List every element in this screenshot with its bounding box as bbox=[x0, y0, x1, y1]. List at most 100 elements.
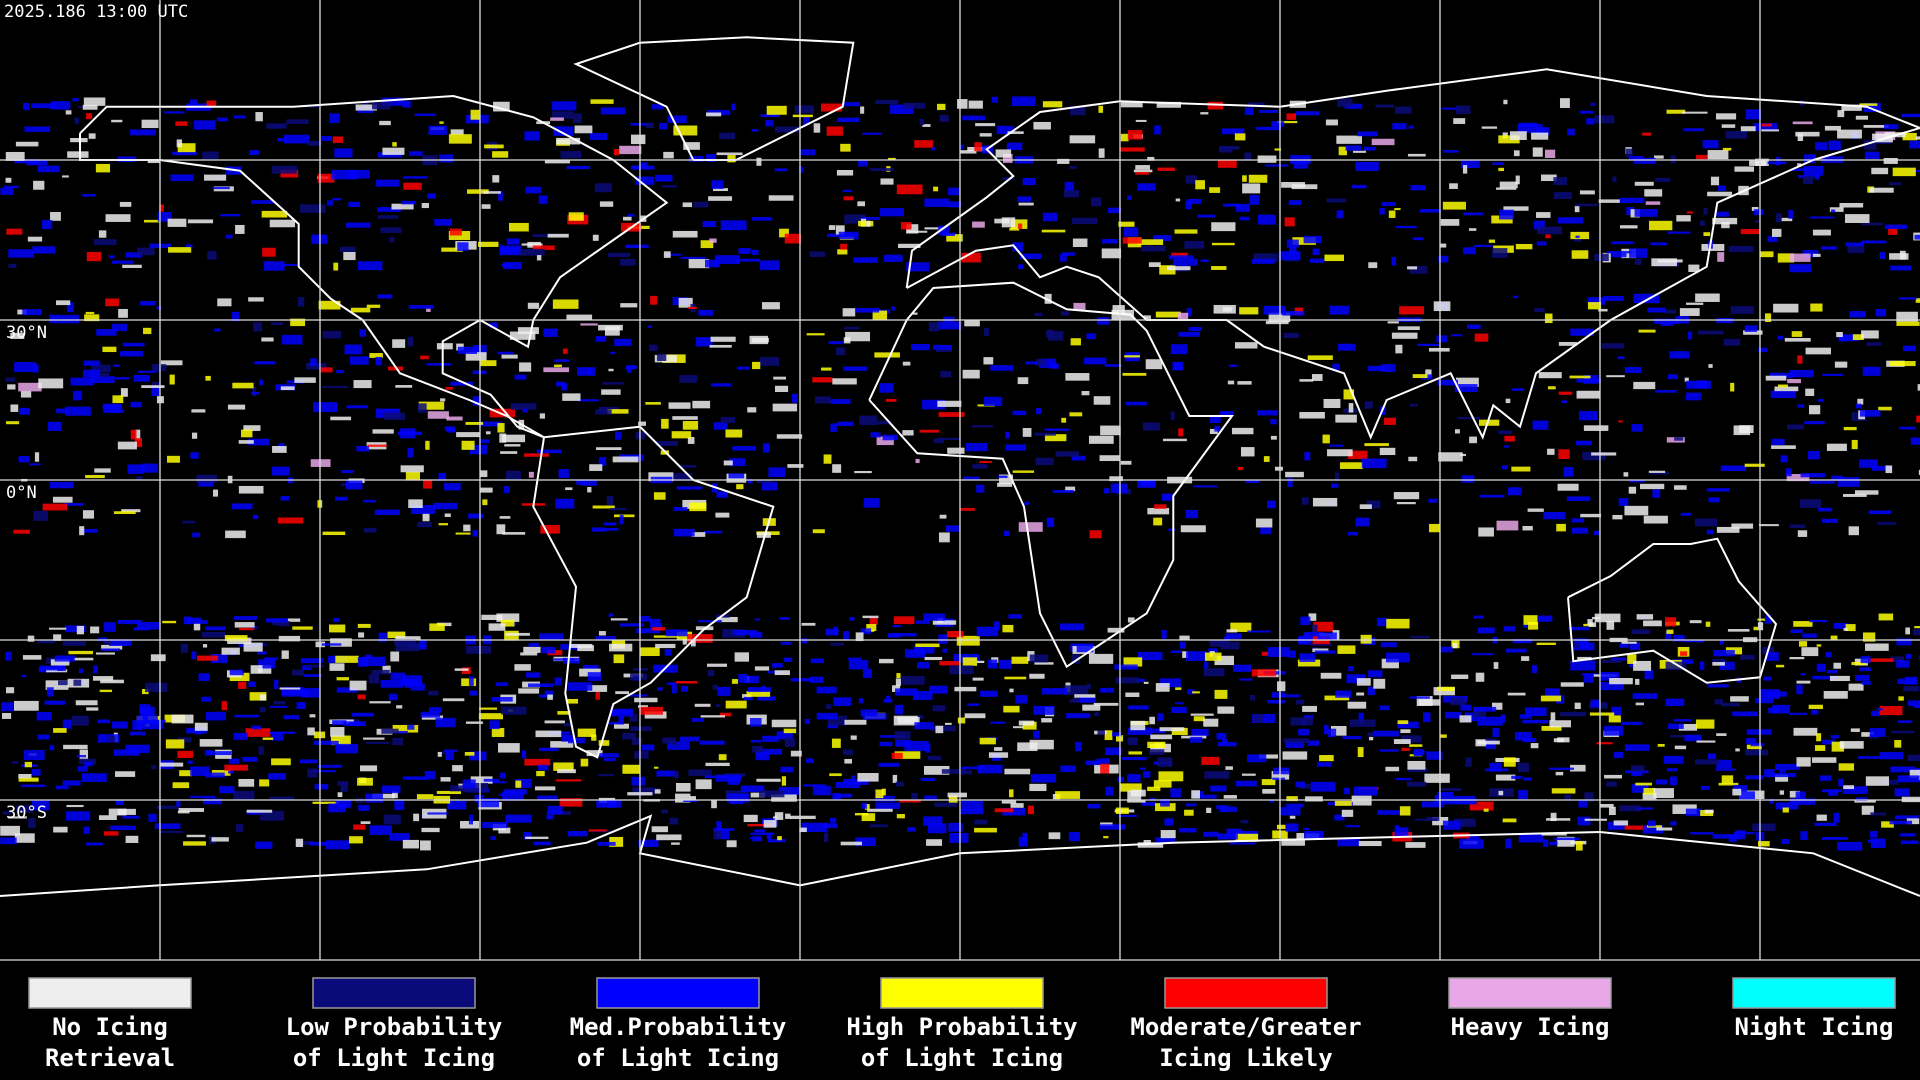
icing-patch bbox=[1511, 466, 1531, 472]
icing-patch bbox=[341, 470, 354, 474]
icing-patch bbox=[1848, 526, 1859, 536]
icing-patch bbox=[729, 800, 743, 805]
icing-patch bbox=[120, 388, 128, 397]
icing-patch bbox=[1833, 812, 1840, 823]
icing-patch bbox=[844, 214, 866, 224]
icing-patch bbox=[53, 826, 68, 833]
icing-patch bbox=[456, 432, 480, 438]
icing-patch bbox=[825, 628, 839, 636]
icing-patch bbox=[1003, 530, 1010, 537]
icing-patch bbox=[608, 613, 614, 617]
icing-patch bbox=[1580, 513, 1602, 518]
icing-patch bbox=[1059, 254, 1067, 262]
icing-patch bbox=[912, 690, 933, 701]
icing-patch bbox=[1816, 733, 1822, 742]
icing-patch bbox=[1344, 103, 1363, 109]
icing-patch bbox=[1355, 161, 1379, 171]
icing-patch bbox=[217, 298, 232, 307]
icing-patch bbox=[378, 632, 387, 642]
icing-patch bbox=[1473, 615, 1484, 619]
icing-patch bbox=[881, 788, 886, 796]
icing-patch bbox=[231, 503, 253, 510]
icing-patch bbox=[595, 409, 612, 415]
icing-patch bbox=[1407, 266, 1418, 270]
icing-patch bbox=[1093, 396, 1111, 405]
icing-patch bbox=[1135, 678, 1145, 683]
icing-patch bbox=[83, 97, 106, 106]
icing-patch bbox=[902, 430, 914, 436]
icing-patch bbox=[330, 727, 345, 737]
icing-patch bbox=[855, 837, 876, 847]
icing-patch bbox=[790, 678, 813, 682]
icing-patch bbox=[1473, 706, 1497, 712]
icing-patch bbox=[1706, 488, 1730, 492]
icing-patch bbox=[1209, 416, 1221, 423]
icing-patch bbox=[31, 103, 56, 109]
icing-patch bbox=[1475, 672, 1485, 682]
icing-patch bbox=[725, 700, 747, 709]
icing-patch bbox=[844, 719, 867, 725]
icing-patch bbox=[1088, 653, 1114, 664]
icing-patch bbox=[1452, 642, 1458, 649]
icing-patch bbox=[382, 147, 405, 155]
icing-patch bbox=[632, 787, 655, 795]
icing-patch bbox=[751, 128, 759, 132]
icing-patch bbox=[1142, 422, 1160, 431]
icing-patch bbox=[51, 317, 57, 321]
icing-patch bbox=[1904, 676, 1918, 685]
icing-patch bbox=[1017, 742, 1038, 752]
icing-patch bbox=[86, 707, 99, 711]
icing-patch bbox=[629, 713, 638, 722]
icing-patch bbox=[1513, 295, 1519, 299]
icing-patch bbox=[1230, 622, 1252, 632]
icing-patch bbox=[1155, 837, 1176, 843]
icing-patch bbox=[498, 191, 503, 201]
icing-patch bbox=[241, 429, 253, 438]
icing-patch bbox=[1804, 421, 1825, 425]
icing-patch bbox=[602, 382, 625, 385]
icing-patch bbox=[1377, 810, 1404, 815]
icing-patch bbox=[421, 202, 429, 209]
icing-patch bbox=[154, 823, 181, 829]
icing-patch bbox=[1483, 808, 1489, 812]
icing-patch bbox=[37, 734, 50, 740]
icing-patch bbox=[1775, 156, 1781, 166]
icing-patch bbox=[1020, 253, 1042, 259]
icing-patch bbox=[598, 753, 619, 758]
icing-patch bbox=[976, 484, 985, 493]
icing-patch bbox=[1837, 477, 1860, 487]
icing-patch bbox=[1164, 818, 1174, 826]
icing-patch bbox=[780, 641, 792, 645]
icing-patch bbox=[771, 663, 783, 668]
icing-patch bbox=[1103, 836, 1109, 839]
icing-patch bbox=[1492, 162, 1504, 165]
icing-patch bbox=[401, 200, 416, 205]
icing-patch bbox=[774, 812, 784, 820]
icing-patch bbox=[1753, 123, 1778, 131]
icing-patch bbox=[159, 204, 164, 212]
icing-patch bbox=[112, 323, 128, 332]
icing-patch bbox=[420, 711, 441, 718]
icing-patch bbox=[1218, 146, 1233, 153]
icing-patch bbox=[1797, 404, 1805, 408]
icing-patch bbox=[329, 663, 345, 671]
icing-patch bbox=[375, 356, 382, 366]
icing-patch bbox=[1121, 756, 1147, 761]
icing-patch bbox=[1604, 774, 1622, 779]
icing-patch bbox=[306, 362, 327, 370]
icing-patch bbox=[828, 341, 843, 345]
icing-patch bbox=[322, 385, 349, 389]
icing-patch bbox=[1570, 328, 1595, 336]
icing-patch bbox=[221, 701, 227, 711]
icing-patch bbox=[843, 366, 868, 371]
icing-patch bbox=[1331, 483, 1339, 488]
icing-patch bbox=[1417, 343, 1440, 347]
icing-patch bbox=[707, 670, 715, 677]
icing-patch bbox=[1069, 412, 1083, 417]
icing-patch bbox=[668, 402, 691, 409]
icing-patch bbox=[141, 119, 159, 129]
icing-patch bbox=[1385, 766, 1400, 772]
icing-patch bbox=[1636, 807, 1654, 810]
icing-patch bbox=[118, 308, 128, 318]
icing-patch bbox=[1439, 243, 1447, 248]
